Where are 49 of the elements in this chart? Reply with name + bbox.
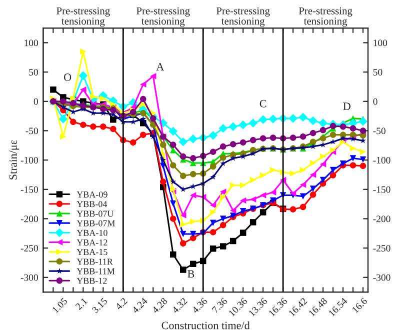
legend-label: YBB-07U (76, 210, 114, 217)
x-tick-label: 3.15 (92, 297, 108, 314)
y-tick-label: 0 (34, 98, 38, 105)
y-tick-label: -200 (20, 216, 38, 222)
x-tick-label: 4.2 (114, 298, 128, 310)
legend-label: YBA-10 (76, 230, 108, 236)
y2-tick-label: 50 (373, 68, 382, 76)
annotation: D (343, 102, 350, 110)
text: Pre-stressing tensioning (56, 7, 110, 27)
y2-tick-label: -200 (373, 216, 390, 222)
legend-label: YBB-11R (76, 258, 113, 265)
y2-tick-label: -150 (373, 186, 390, 193)
annotation: A (156, 62, 164, 70)
y2-tick-label: -250 (373, 244, 390, 252)
y2-tick-label: -100 (373, 156, 390, 164)
x-tick-label: 16.6 (352, 297, 368, 314)
text: Pre-stressing tensioning (298, 7, 352, 27)
y-tick-label: -150 (20, 186, 38, 193)
x-tick-label: 2.1 (75, 298, 88, 310)
x-tick-label: 4.28 (151, 297, 168, 314)
y2-tick-label: 0 (373, 98, 378, 105)
annotation: C (260, 100, 266, 108)
x-tick-label: 7.36 (212, 297, 228, 314)
y-tick-label: -250 (20, 244, 38, 252)
y-tick-label: -50 (26, 128, 38, 134)
x-tick-label: 4.32 (171, 298, 188, 314)
y2-tick-label: -300 (373, 274, 390, 281)
x-tick-label: 1.05 (52, 297, 68, 314)
legend-label: YBB-11M (76, 268, 115, 274)
y2-tick-label: -50 (373, 128, 386, 134)
y-tick-label: -300 (20, 274, 38, 281)
y-tick-label: 100 (24, 40, 38, 46)
legend-label: YBA-09 (76, 191, 108, 198)
legend-label: YBB-07M (76, 220, 115, 226)
legend-label: YBA-12 (76, 239, 108, 246)
y-tick-label: 50 (29, 68, 38, 76)
legend-label: YBB-12 (76, 278, 107, 284)
y-axis-title: Strain/με (9, 140, 20, 180)
annotation: B (188, 270, 194, 278)
legend-label: YBB-04 (76, 201, 108, 208)
annotation: O (64, 74, 72, 81)
x-tick-label: 4.36 (191, 297, 208, 314)
legend-label: YBA-15 (76, 249, 108, 256)
x-tick-label: 4.24 (131, 297, 148, 314)
y-tick-label: -100 (20, 156, 38, 164)
x-axis-title: Construction time/d (162, 321, 250, 330)
text: Pre-stressing tensioning (216, 7, 270, 27)
y2-tick-label: 100 (374, 40, 388, 46)
text: Pre-stressing tensioning (136, 7, 190, 27)
